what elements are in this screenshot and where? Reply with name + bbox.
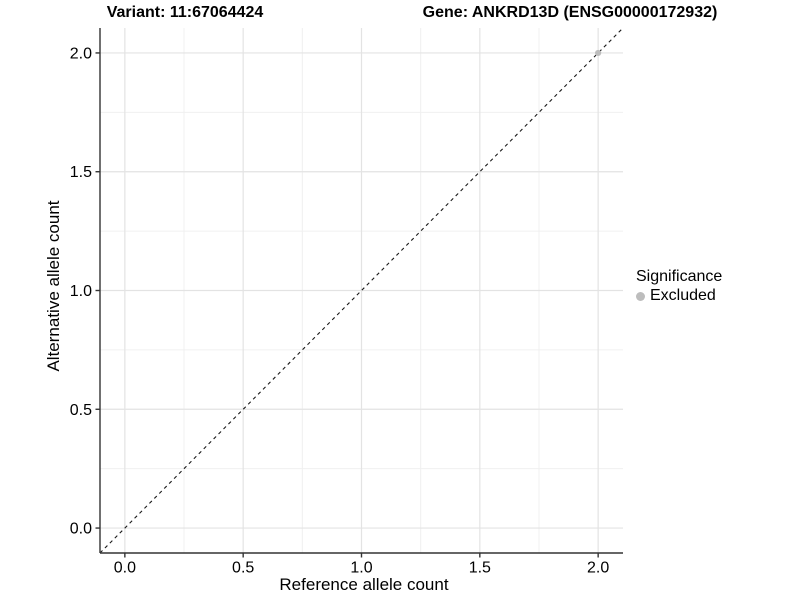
legend-item-label: Excluded (650, 287, 716, 304)
y-tick-label: 0.5 (70, 402, 92, 419)
data-point-excluded (595, 49, 602, 57)
x-tick-label: 0.0 (114, 560, 136, 577)
gene-title: Gene: ANKRD13D (ENSG00000172932) (422, 4, 718, 21)
legend-item-excluded: Excluded (636, 287, 796, 305)
y-tick-label: 1.5 (70, 164, 92, 181)
x-tick-label: 2.0 (587, 560, 609, 577)
y-axis-title: Alternative allele count (44, 200, 63, 372)
legend-title: Significance (636, 268, 723, 285)
excluded-swatch-icon (636, 291, 645, 301)
y-tick-label: 0.0 (70, 521, 92, 538)
variant-title: Variant: 11:67064424 (106, 4, 264, 21)
y-tick-label: 2.0 (70, 45, 92, 62)
identity-dashed-line (99, 27, 624, 554)
y-tick-label: 1.0 (70, 283, 92, 300)
x-tick-label: 1.5 (469, 560, 491, 577)
legend: Significance Excluded (636, 267, 796, 305)
x-tick-label: 0.5 (232, 560, 254, 577)
x-tick-label: 1.0 (350, 560, 372, 577)
x-axis-title: Reference allele count (279, 575, 449, 594)
